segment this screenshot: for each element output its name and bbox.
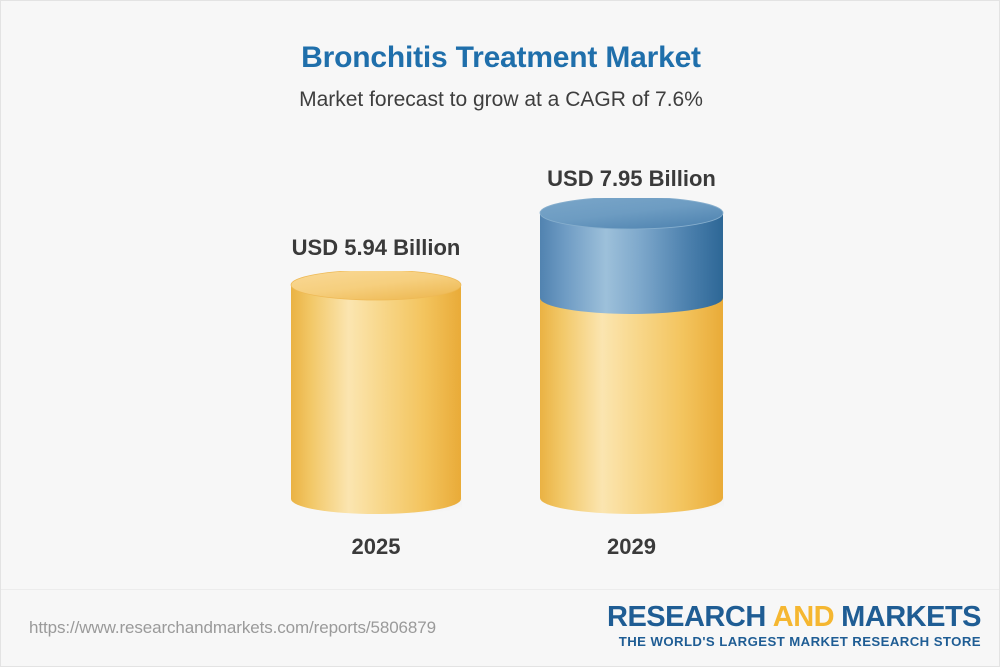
value-label-2025: USD 5.94 Billion: [291, 235, 461, 260]
category-label-2025: 2025: [351, 534, 401, 559]
value-label-2029: USD 7.95 Billion: [547, 166, 716, 191]
logo-word-markets: MARKETS: [841, 601, 981, 633]
category-label-2029: 2029: [607, 534, 656, 559]
logo-wordmark: RESEARCH AND MARKETS: [607, 602, 981, 632]
research-and-markets-logo[interactable]: RESEARCH AND MARKETS THE WORLD'S LARGEST M…: [607, 602, 981, 650]
bar-group-2029: USD 7.95 Billion: [539, 1, 724, 591]
chart-plot-area: USD 5.94 Billion: [1, 1, 999, 591]
logo-word-and: AND: [772, 601, 835, 633]
logo-word-research: RESEARCH: [607, 601, 766, 633]
logo-tagline: THE WORLD'S LARGEST MARKET RESEARCH STOR…: [618, 634, 981, 650]
chart-subtitle: Market forecast to grow at a CAGR of 7.6…: [299, 88, 703, 111]
source-url-link[interactable]: https://www.researchandmarkets.com/repor…: [29, 618, 436, 637]
cylinder-2029: [539, 198, 724, 514]
footer: https://www.researchandmarkets.com/repor…: [1, 589, 999, 666]
cylinder-2025: [290, 271, 462, 514]
bar-group-2025: USD 5.94 Billion: [290, 1, 462, 591]
chart-header: Bronchitis Treatment Market Market forec…: [1, 1, 999, 112]
page-title: Bronchitis Treatment Market: [301, 41, 701, 74]
